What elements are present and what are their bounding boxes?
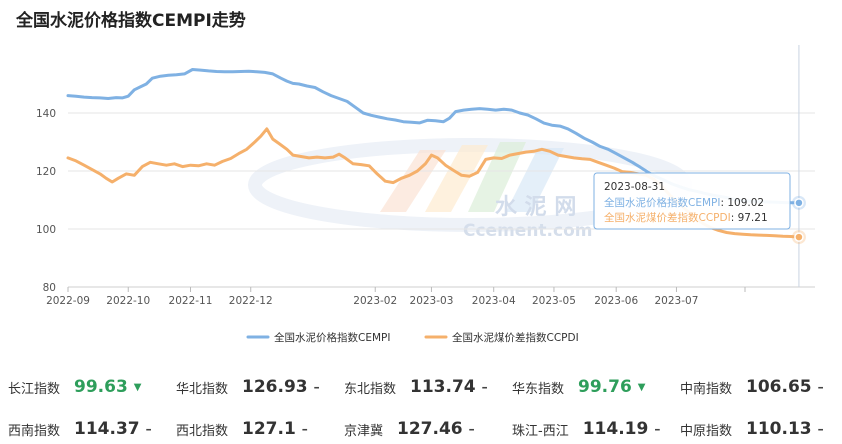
x-tick-label: 2022-12 — [229, 295, 273, 307]
x-tick-label: 2023-05 — [532, 295, 576, 307]
index-value: 127.46 — [397, 419, 463, 439]
x-axis: 2022-09 2022-10 2022-11 2022-12 2023-02 2023-… — [46, 287, 746, 307]
index-name: 中原指数 — [680, 423, 733, 439]
tooltip-item-1: 全国水泥价格指数CEMPI: 109.02 — [604, 196, 764, 209]
trend-flat-icon: – — [313, 380, 320, 394]
index-name: 中南指数 — [680, 381, 733, 397]
index-name: 东北指数 — [344, 381, 397, 397]
tooltip-item-2: 全国水泥煤价差指数CCPDI: 97.21 — [604, 211, 768, 224]
index-value: 110.13 — [746, 419, 812, 439]
trend-flat-icon: – — [654, 422, 661, 436]
x-tick-label: 2023-07 — [655, 295, 699, 307]
x-tick-label: 2023-06 — [594, 295, 638, 307]
index-item[interactable]: 京津冀 127.46– — [344, 414, 475, 444]
index-value: 113.74 — [410, 377, 476, 397]
legend: 全国水泥价格指数CEMPI 全国水泥煤价差指数CCPDI — [246, 331, 579, 344]
index-value: 127.1 — [242, 419, 296, 439]
tooltip-item-label: 全国水泥煤价差指数CCPDI — [604, 211, 731, 224]
trend-flat-icon: – — [481, 380, 488, 394]
x-tick-label: 2022-09 — [46, 295, 90, 307]
trend-flat-icon: – — [301, 422, 308, 436]
index-name: 华北指数 — [176, 381, 229, 397]
y-tick-label: 100 — [36, 224, 56, 236]
watermark-stripe-2 — [468, 142, 526, 212]
y-tick-label: 140 — [36, 108, 56, 120]
index-item[interactable]: 东北指数 113.74– — [344, 372, 488, 402]
legend-label-1: 全国水泥价格指数CEMPI — [274, 331, 390, 344]
x-tick-label: 2023-02 — [353, 295, 397, 307]
index-item[interactable]: 西南指数 114.37– — [8, 414, 152, 444]
watermark-text-cn: 水 泥 网 — [495, 195, 576, 220]
x-tick-label: 2022-10 — [106, 295, 150, 307]
tooltip-item-value: : 109.02 — [720, 197, 764, 209]
tooltip-box — [593, 172, 791, 230]
index-item[interactable]: 长江指数 99.63 ▼ — [8, 372, 142, 402]
x-tick-label: 2023-04 — [472, 295, 516, 307]
watermark-stripe-1 — [425, 145, 488, 212]
index-name: 华东指数 — [512, 381, 565, 397]
index-row: 西南指数 114.37– 西北指数 127.1– 京津冀 127.46– 珠江-西江 114.… — [0, 414, 842, 444]
index-value: 99.76 — [578, 377, 632, 397]
highlight-point-1 — [794, 198, 804, 208]
trend-flat-icon: – — [817, 422, 824, 436]
index-value: 114.19 — [582, 419, 649, 439]
index-item[interactable]: 中原指数 110.13– — [680, 414, 824, 444]
trend-flat-icon: – — [468, 422, 475, 436]
trend-flat-icon: – — [817, 380, 824, 394]
trend-flat-icon: – — [145, 422, 152, 436]
index-value: 126.93 — [242, 377, 308, 397]
x-tick-label: 2022-11 — [169, 295, 213, 307]
index-name: 珠江-西江 — [512, 423, 569, 439]
tooltip: 2023-08-31 全国水泥价格指数CEMPI: 109.02 全国水泥煤价差指数… — [593, 45, 806, 287]
watermark-text-en: Ccement.com — [463, 221, 592, 241]
index-item[interactable]: 西北指数 127.1– — [176, 414, 308, 444]
index-item[interactable]: 中南指数 106.65– — [680, 372, 824, 402]
trend-down-icon: ▼ — [637, 381, 646, 393]
index-value: 114.37 — [74, 419, 140, 439]
y-tick-label: 80 — [43, 282, 56, 294]
legend-label-2: 全国水泥煤价差指数CCPDI — [452, 331, 579, 344]
index-name: 西南指数 — [8, 423, 61, 439]
index-name: 西北指数 — [176, 423, 229, 439]
index-item[interactable]: 华东指数 99.76 ▼ — [512, 372, 646, 402]
x-tick-label: 2023-03 — [410, 295, 454, 307]
trend-down-icon: ▼ — [133, 381, 142, 393]
tooltip-item-label: 全国水泥价格指数CEMPI — [604, 196, 720, 209]
y-tick-label: 120 — [36, 166, 56, 178]
tooltip-date: 2023-08-31 — [604, 181, 665, 193]
index-name: 长江指数 — [8, 381, 61, 397]
watermark-stripe-3 — [506, 148, 564, 212]
y-axis: 80 100 120 140 — [36, 108, 56, 294]
page-title: 全国水泥价格指数CEMPI走势 — [16, 11, 246, 31]
index-row: 长江指数 99.63 ▼ 华北指数 126.93– 东北指数 113.74– 华东指数 99.7… — [0, 372, 842, 402]
index-value: 99.63 — [74, 377, 128, 397]
index-name: 京津冀 — [344, 423, 384, 439]
index-value: 106.65 — [746, 377, 812, 397]
index-item[interactable]: 珠江-西江 114.19– — [512, 414, 660, 444]
tooltip-item-value: : 97.21 — [731, 212, 768, 224]
watermark-stripe-0 — [380, 150, 446, 212]
highlight-point-2 — [794, 232, 804, 242]
index-item[interactable]: 华北指数 126.93– — [176, 372, 320, 402]
